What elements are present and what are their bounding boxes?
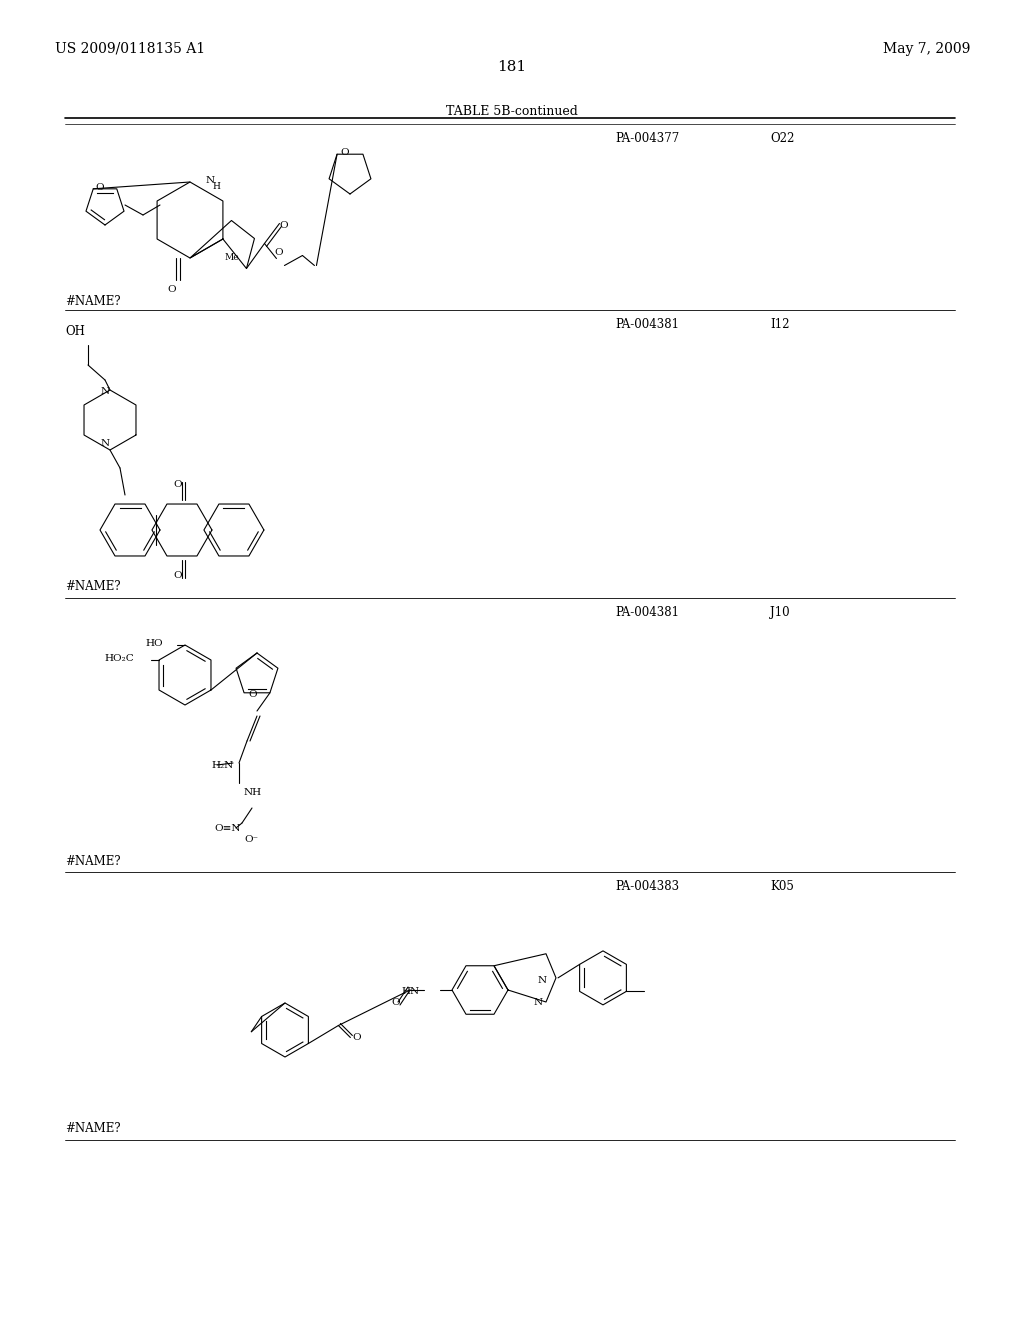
Text: H: H (212, 182, 220, 191)
Text: #NAME?: #NAME? (65, 294, 121, 308)
Text: J10: J10 (770, 606, 790, 619)
Text: N: N (100, 440, 110, 447)
Text: #NAME?: #NAME? (65, 579, 121, 593)
Text: PA-004381: PA-004381 (615, 606, 679, 619)
Text: O22: O22 (770, 132, 795, 145)
Text: K05: K05 (770, 880, 794, 894)
Text: NH: NH (244, 788, 262, 797)
Text: N: N (100, 387, 110, 396)
Text: O: O (249, 690, 257, 700)
Text: HN: HN (401, 987, 420, 997)
Text: O: O (274, 248, 283, 256)
Text: Me: Me (224, 253, 239, 263)
Text: O: O (174, 572, 182, 579)
Text: N: N (538, 975, 547, 985)
Text: OH: OH (65, 325, 85, 338)
Text: PA-004381: PA-004381 (615, 318, 679, 331)
Text: HO₂C: HO₂C (104, 653, 134, 663)
Text: May 7, 2009: May 7, 2009 (883, 42, 970, 55)
Text: O: O (392, 998, 400, 1007)
Text: O: O (341, 148, 349, 157)
Text: O: O (174, 480, 182, 488)
Text: O: O (168, 285, 176, 294)
Text: #NAME?: #NAME? (65, 855, 121, 869)
Text: O: O (95, 183, 104, 191)
Text: O: O (352, 1034, 361, 1041)
Text: PA-004377: PA-004377 (615, 132, 679, 145)
Text: O: O (280, 222, 288, 231)
Text: I12: I12 (770, 318, 790, 331)
Text: O≡N: O≡N (214, 824, 241, 833)
Text: US 2009/0118135 A1: US 2009/0118135 A1 (55, 42, 205, 55)
Text: PA-004383: PA-004383 (615, 880, 679, 894)
Text: N: N (206, 176, 215, 185)
Text: #NAME?: #NAME? (65, 1122, 121, 1135)
Text: TABLE 5B-continued: TABLE 5B-continued (446, 106, 578, 117)
Text: HO: HO (145, 639, 163, 648)
Text: H₂N: H₂N (211, 760, 233, 770)
Text: N: N (534, 998, 543, 1007)
Text: 181: 181 (498, 59, 526, 74)
Text: O⁻: O⁻ (244, 836, 258, 843)
